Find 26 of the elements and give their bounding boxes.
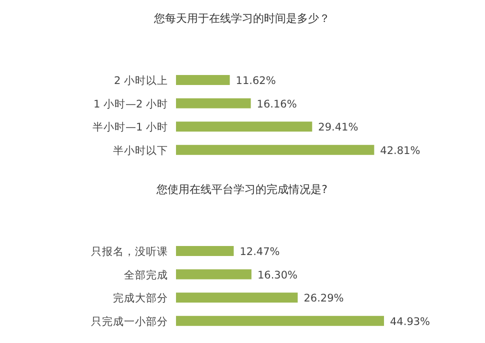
bar	[176, 269, 252, 280]
bar	[176, 75, 230, 85]
y-tick-label: 1 小时—2 小时	[93, 97, 168, 110]
chart-title: 您使用在线平台学习的完成情况是?	[156, 183, 328, 196]
y-tick-label: 2 小时以上	[114, 74, 168, 87]
bar	[176, 122, 312, 132]
data-label: 16.30%	[257, 269, 298, 282]
y-tick-label: 完成大部分	[113, 292, 168, 305]
bar	[176, 98, 251, 108]
y-tick-label: 只完成一小部分	[91, 314, 168, 328]
data-label: 44.93%	[390, 316, 430, 328]
data-label: 11.62%	[236, 75, 276, 87]
data-label: 29.41%	[318, 122, 358, 134]
y-tick-label: 半小时—1 小时	[92, 120, 168, 134]
y-tick-label: 只报名，没听课	[91, 245, 168, 258]
data-label: 42.81%	[380, 144, 420, 157]
data-label: 16.16%	[256, 98, 297, 110]
bar	[176, 144, 374, 155]
chart-title: 您每天用于在线学习的时间是多少？	[153, 12, 330, 25]
data-label: 12.47%	[240, 246, 280, 258]
data-label: 26.29%	[304, 292, 344, 305]
bar	[176, 292, 298, 303]
y-tick-label: 半小时以下	[113, 144, 168, 157]
y-tick-label: 全部完成	[124, 268, 168, 282]
bar	[176, 246, 234, 256]
bar	[176, 316, 384, 326]
